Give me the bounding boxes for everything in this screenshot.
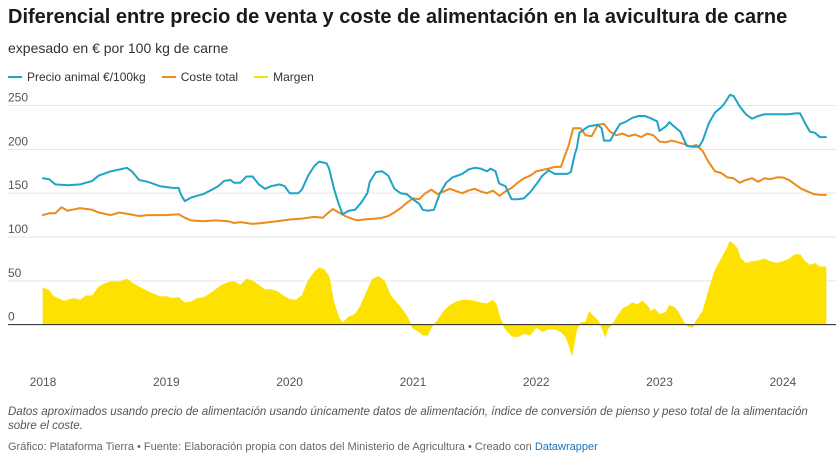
credits-text: Gráfico: Plataforma Tierra • Fuente: Ela… [8, 441, 535, 453]
y-tick-label: 150 [8, 178, 28, 192]
x-tick-label: 2020 [276, 375, 303, 389]
chart-credits: Gráfico: Plataforma Tierra • Fuente: Ela… [8, 441, 598, 453]
y-tick-label: 50 [8, 266, 22, 280]
chart-title: Diferencial entre precio de venta y cost… [8, 6, 788, 28]
y-tick-label: 100 [8, 222, 28, 236]
x-tick-label: 2023 [646, 375, 673, 389]
y-tick-label: 0 [8, 310, 15, 324]
y-tick-label: 250 [8, 91, 28, 105]
legend-label-margen: Margen [273, 70, 314, 84]
legend-item-precio: Precio animal €/100kg [8, 70, 146, 84]
x-tick-label: 2024 [769, 375, 796, 389]
series-lines [42, 94, 827, 225]
chart-subtitle: expesado en € por 100 kg de carne [8, 40, 229, 56]
x-tick-label: 2022 [523, 375, 550, 389]
margin-area [8, 240, 836, 356]
legend-label-precio: Precio animal €/100kg [27, 70, 146, 84]
x-tick-label: 2021 [400, 375, 427, 389]
y-axis-labels: 0 50 100 150 200 250 [8, 91, 28, 324]
chart-footnote: Datos aproximados usando precio de alime… [8, 406, 808, 432]
series-area-margen [42, 240, 827, 356]
legend-swatch-coste [161, 76, 176, 78]
datawrapper-link[interactable]: Datawrapper [534, 441, 598, 453]
x-tick-label: 2018 [30, 375, 57, 389]
series-line-precio-animal [42, 94, 827, 216]
legend-swatch-precio [8, 76, 22, 78]
legend-item-coste: Coste total [161, 70, 239, 84]
line-chart: 0 50 100 150 200 250 2018 2019 2020 2021 2022 2023… [8, 91, 836, 389]
gridlines [8, 105, 836, 282]
legend-swatch-margen [254, 76, 269, 78]
legend-label-coste: Coste total [180, 70, 239, 84]
legend-item-margen: Margen [254, 70, 314, 84]
chart-legend: Precio animal €/100kg Coste total Margen [8, 70, 314, 84]
series-line-coste-total [42, 122, 827, 225]
x-tick-label: 2019 [153, 375, 180, 389]
y-tick-label: 200 [8, 134, 28, 148]
x-axis-labels: 2018 2019 2020 2021 2022 2023 2024 [30, 375, 797, 389]
